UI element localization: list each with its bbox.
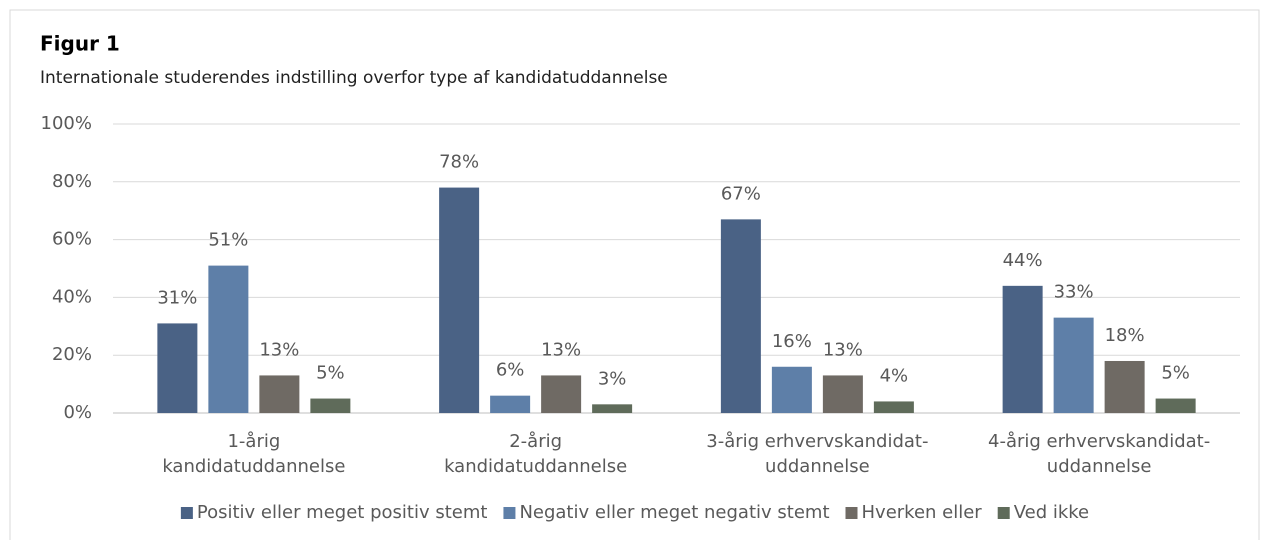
data-label: 33% (1054, 282, 1094, 303)
data-label: 51% (208, 230, 248, 251)
bar (592, 404, 633, 413)
chart-subtitle: Internationale studerendes indstilling o… (40, 68, 668, 88)
y-tick-label: 100% (41, 113, 92, 134)
y-tick-label: 20% (52, 344, 92, 365)
legend-label: Positiv eller meget positiv stemt (197, 502, 488, 523)
bar (541, 375, 582, 413)
x-tick-label: 1-årig (227, 431, 280, 452)
data-label: 44% (1003, 250, 1043, 271)
y-tick-label: 40% (52, 286, 92, 307)
data-label: 18% (1105, 325, 1145, 346)
data-label: 16% (772, 331, 812, 352)
legend-label: Negativ eller meget negativ stemt (519, 502, 829, 523)
y-tick-label: 0% (63, 402, 92, 423)
x-tick-label: 4-årig erhvervskandidat- (988, 431, 1210, 452)
data-label: 4% (880, 365, 909, 386)
data-label: 13% (823, 339, 863, 360)
legend-swatch (845, 507, 858, 519)
bar (259, 375, 300, 413)
legend-label: Hverken eller (862, 502, 983, 523)
data-label: 78% (439, 152, 479, 173)
data-label: 3% (598, 368, 627, 389)
legend-swatch (997, 507, 1010, 519)
data-label: 13% (259, 339, 299, 360)
data-label: 31% (157, 287, 197, 308)
y-tick-label: 80% (52, 171, 92, 192)
y-tick-label: 60% (52, 229, 92, 250)
x-tick-label: uddannelse (1047, 456, 1152, 477)
bar (771, 366, 812, 413)
data-label: 5% (1161, 363, 1190, 384)
bar (1155, 398, 1196, 413)
bar (310, 398, 351, 413)
bar (157, 323, 198, 413)
bar (720, 219, 761, 413)
card-border (9, 9, 1260, 540)
bar (490, 395, 531, 413)
legend: Positiv eller meget positiv stemt Negativ… (180, 502, 1089, 523)
data-label: 67% (721, 183, 761, 204)
bar (873, 401, 914, 413)
bar (1053, 317, 1094, 413)
x-tick-label: uddannelse (765, 456, 870, 477)
bar (1104, 360, 1145, 413)
data-label: 13% (541, 339, 581, 360)
bar (822, 375, 863, 413)
x-tick-label: kandidatuddannelse (444, 456, 627, 477)
bar (208, 265, 249, 413)
bar (439, 187, 480, 413)
x-tick-label: 2-årig (509, 431, 562, 452)
chart-title: Figur 1 (40, 32, 120, 56)
legend-swatch (180, 507, 193, 519)
data-label: 6% (496, 360, 525, 381)
x-tick-label: kandidatuddannelse (162, 456, 345, 477)
x-tick-label: 3-årig erhvervskandidat- (706, 431, 928, 452)
legend-label: Ved ikke (1014, 502, 1089, 523)
data-label: 5% (316, 363, 345, 384)
legend-swatch (503, 507, 516, 519)
bar (1002, 285, 1043, 413)
